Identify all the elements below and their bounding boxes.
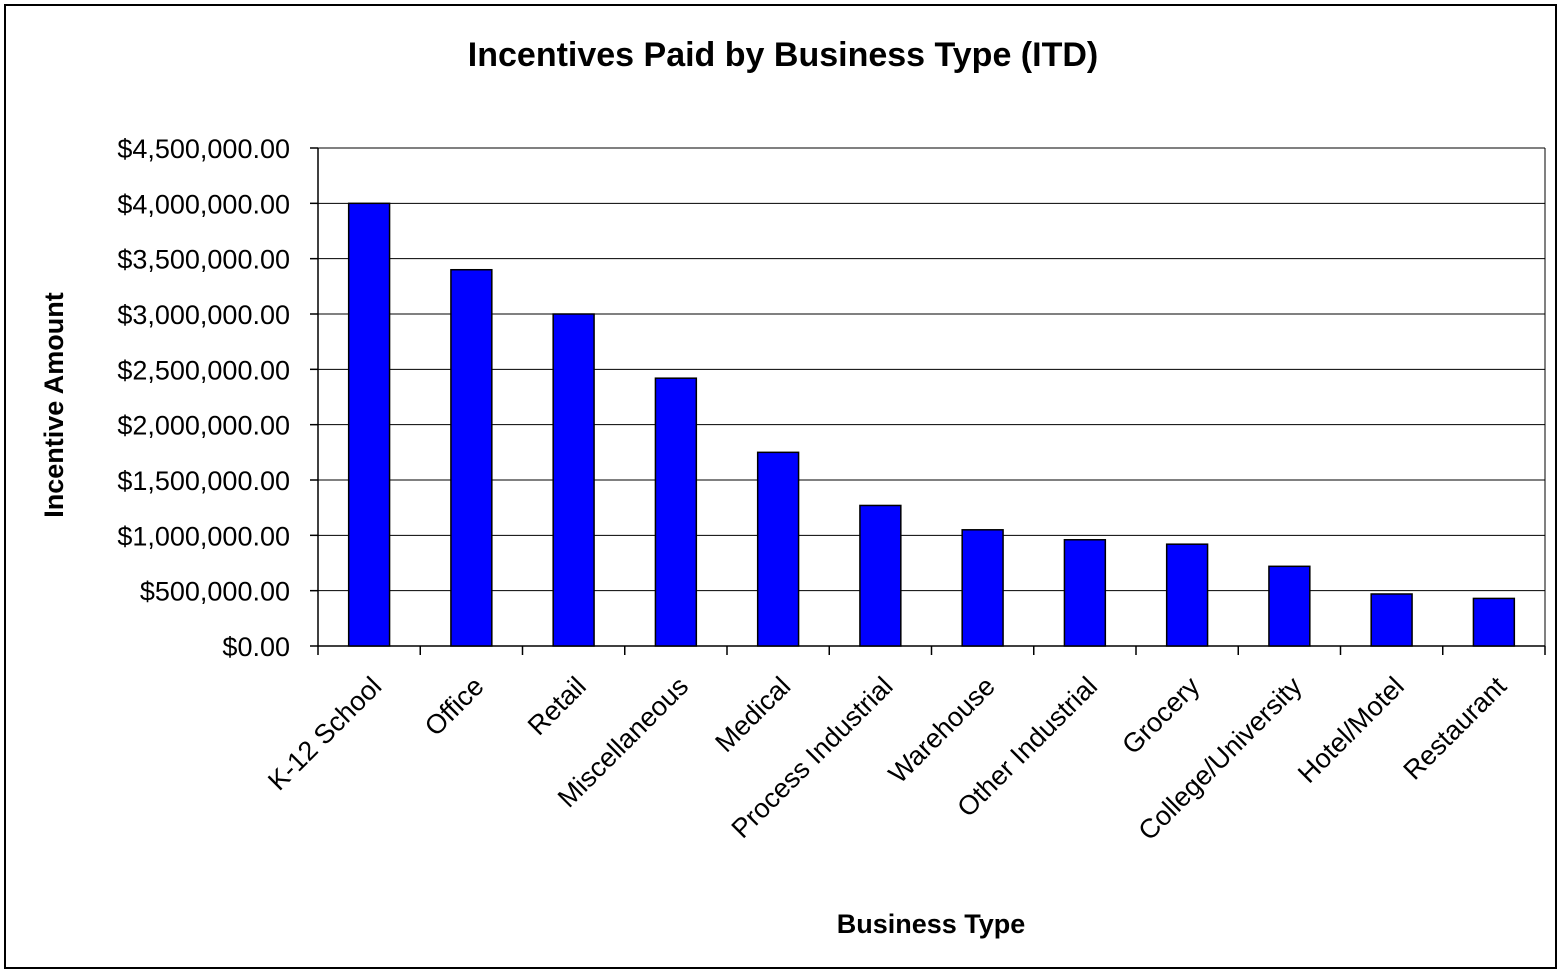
y-tick-label: $3,000,000.00 xyxy=(117,300,290,330)
y-tick-label: $2,000,000.00 xyxy=(117,411,290,441)
bar xyxy=(1370,593,1413,647)
y-tick-label: $1,000,000.00 xyxy=(117,521,290,551)
x-tick-label: Hotel/Motel xyxy=(1292,671,1410,789)
plot-background xyxy=(318,148,1545,646)
x-tick-label: K-12 School xyxy=(262,671,387,796)
bar xyxy=(1063,539,1107,647)
bar xyxy=(961,529,1004,647)
x-axis-title: Business Type xyxy=(837,909,1026,939)
y-axis-title: Incentive Amount xyxy=(39,292,69,518)
y-tick-label: $500,000.00 xyxy=(140,577,290,607)
x-tick-label: Grocery xyxy=(1116,671,1205,760)
plot-area: $0.00 $500,000.00 $1,000,000.00 $1,500,000.… xyxy=(117,134,1546,846)
bar xyxy=(1472,597,1516,647)
x-tick-label: Retail xyxy=(522,671,592,741)
x-tick-label: Restaurant xyxy=(1398,671,1513,786)
bar xyxy=(1268,565,1311,647)
bar xyxy=(859,504,902,647)
x-tick-label: Medical xyxy=(709,671,796,758)
chart-title: Incentives Paid by Business Type (ITD) xyxy=(468,36,1098,74)
bar xyxy=(347,202,391,647)
y-tick-label: $0.00 xyxy=(222,632,290,662)
y-tick-label: $4,500,000.00 xyxy=(117,134,290,164)
bar xyxy=(756,451,800,647)
y-tick-label: $4,000,000.00 xyxy=(117,189,290,219)
bar xyxy=(1165,543,1209,647)
y-tick-label: $3,500,000.00 xyxy=(117,245,290,275)
y-tick-label: $1,500,000.00 xyxy=(117,466,290,496)
bar xyxy=(450,268,493,647)
y-tick-label: $2,500,000.00 xyxy=(117,355,290,385)
bar xyxy=(552,313,595,647)
x-tick-label: Office xyxy=(419,671,490,742)
bar xyxy=(654,377,698,647)
